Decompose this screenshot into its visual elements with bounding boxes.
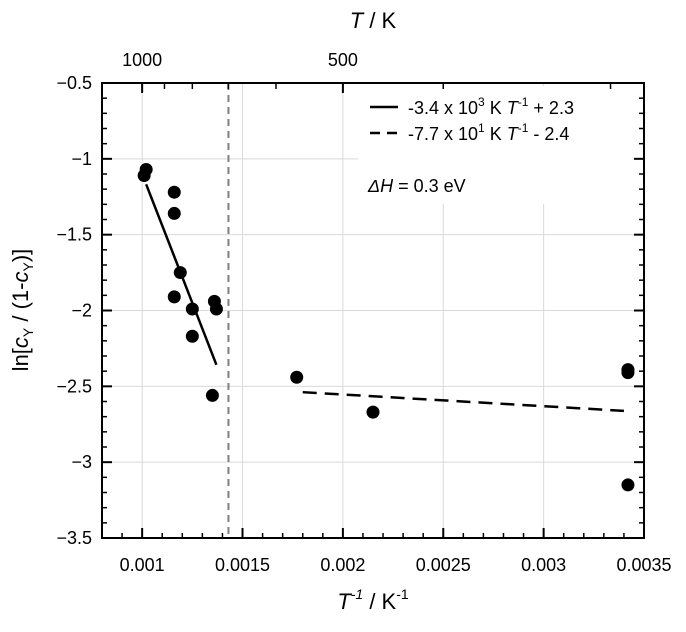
top-axis-var: T: [350, 8, 365, 33]
x-tick-label: 0.0035: [616, 555, 671, 575]
x-axis-ticks: 0.001 0.0015 0.002 0.0025 0.003 0.0035: [120, 528, 672, 575]
x-axis-unit: / K: [363, 589, 396, 614]
y-axis-suffix: )]: [8, 249, 33, 262]
y-tick-label: −0.5: [56, 73, 92, 93]
legend-tail: - 2.4: [528, 124, 569, 144]
y-tick-label: −2.5: [56, 376, 92, 396]
data-point: [185, 329, 199, 343]
data-point: [185, 302, 199, 316]
legend-unit: K: [485, 124, 507, 144]
legend-entry-dashed: -7.7 x 101 K T-1 - 2.4: [408, 121, 569, 144]
delta-h-symbol: ΔH: [367, 176, 394, 196]
legend-coef: -7.7 x 10: [408, 124, 478, 144]
data-points: [137, 162, 635, 492]
data-point: [290, 370, 304, 384]
legend-entry-solid: -3.4 x 103 K T-1 + 2.3: [408, 95, 574, 118]
x-tick-label: 0.003: [521, 555, 566, 575]
y-axis-sub2: Y: [20, 261, 36, 271]
delta-h-annotation: ΔH = 0.3 eV: [367, 176, 466, 196]
x-tick-label: 0.002: [320, 555, 365, 575]
data-point: [167, 185, 181, 199]
y-axis-mid: / (1-: [8, 282, 33, 327]
y-axis-c2: c: [8, 271, 33, 282]
legend-tail: + 2.3: [528, 98, 574, 118]
y-tick-label: −1: [71, 149, 92, 169]
x-tick-label: 0.001: [120, 555, 165, 575]
data-point: [205, 388, 219, 402]
x-tick-label: 0.0025: [416, 555, 471, 575]
legend-exp: 3: [478, 95, 485, 109]
y-axis-title: ln[cY / (1-cY)]: [8, 249, 36, 372]
y-tick-label: −3.5: [56, 528, 92, 548]
y-axis-sub1: Y: [20, 327, 36, 337]
x-tick-label: 0.0015: [215, 555, 270, 575]
top-tick-label: 1000: [122, 50, 162, 70]
y-axis-ticks: −0.5 −1 −1.5 −2 −2.5 −3 −3.5: [56, 73, 644, 548]
delta-h-value: = 0.3 eV: [393, 176, 466, 196]
top-tick-label: 500: [328, 50, 358, 70]
data-point: [621, 478, 635, 492]
data-point: [621, 366, 635, 380]
legend-unit: K: [485, 98, 507, 118]
legend-exp: 1: [478, 121, 485, 135]
x-axis-var-sup: -1: [351, 586, 363, 602]
data-point: [173, 266, 187, 280]
legend-var-sup: -1: [518, 95, 529, 109]
legend-var-sup: -1: [518, 121, 529, 135]
data-point: [366, 405, 380, 419]
data-point: [167, 290, 181, 304]
low-temperature-fit-line: [302, 390, 624, 413]
top-axis-unit: / K: [363, 8, 396, 33]
x-axis-title: T-1 / K-1: [337, 586, 409, 614]
legend: -3.4 x 103 K T-1 + 2.3 -7.7 x 101 K T-1 …: [358, 86, 640, 204]
top-axis-title: T / K: [350, 8, 397, 33]
x-axis-unit-sup: -1: [396, 586, 409, 602]
legend-var: T: [507, 98, 520, 118]
y-axis-prefix: ln[: [8, 348, 33, 371]
legend-var: T: [507, 124, 520, 144]
y-tick-label: −1.5: [56, 225, 92, 245]
data-point: [209, 302, 223, 316]
data-point: [139, 162, 153, 176]
data-point: [167, 206, 181, 220]
y-tick-label: −2: [71, 301, 92, 321]
x-axis-var: T: [337, 589, 352, 614]
y-axis-c1: c: [8, 337, 33, 348]
top-axis-ticks: 1000 500: [122, 50, 612, 93]
legend-background: [358, 86, 640, 204]
y-tick-label: −3: [71, 452, 92, 472]
legend-coef: -3.4 x 10: [408, 98, 478, 118]
